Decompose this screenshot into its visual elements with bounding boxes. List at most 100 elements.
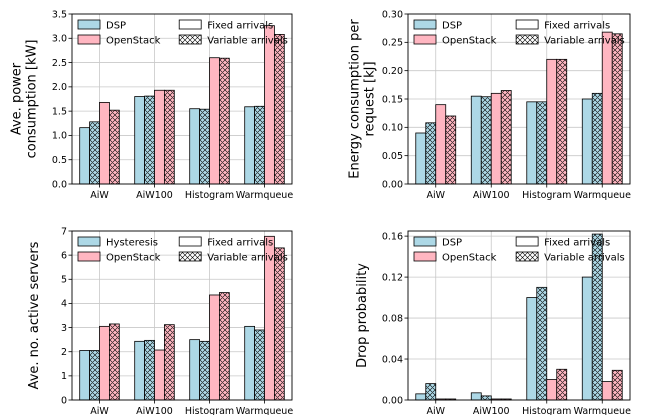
bar-hatch: [592, 93, 603, 184]
x-tick-label: Warmqueue: [574, 406, 632, 415]
y-tick-label: 0.16: [382, 231, 403, 242]
bar: [581, 98, 593, 185]
y-tick-label: 0.30: [382, 9, 403, 20]
bar: [490, 92, 502, 185]
y-tick-label: 5: [61, 275, 67, 286]
y-tick-label: 4: [61, 299, 67, 310]
legend: Hysteresis OpenStack Fixed arrivals Variabl…: [77, 236, 288, 264]
bar-hatch: [274, 247, 285, 400]
x-tick-label: AiW: [90, 190, 109, 201]
bar-hatch: [592, 234, 603, 400]
y-tick-label: 0.10: [382, 123, 403, 134]
bar-hatch: [425, 383, 436, 400]
legend-label: DSP: [442, 21, 462, 32]
legend-label: Fixed arrivals: [207, 21, 273, 32]
legend-label: OpenStack: [442, 253, 497, 264]
bar-hatch: [89, 350, 100, 400]
x-tick-label: AiW100: [473, 406, 510, 415]
plot-frame: [71, 230, 293, 401]
legend-swatch: [413, 19, 437, 30]
y-tick-label: 1.0: [52, 131, 67, 142]
y-tick-label: 2: [61, 347, 67, 358]
legend-label: Variable arrivals: [207, 36, 288, 47]
x-tick-label: AiW100: [136, 190, 173, 201]
chart-panel-4: 0.00 0.04 0.08 0.12 0.16 AiW AiW100 Histogram Wa…: [355, 230, 632, 415]
y-tick-label: 7: [61, 226, 67, 237]
bar-hatch: [109, 110, 120, 184]
y-axis-label: Ave. powerconsumption [kW]: [10, 40, 40, 159]
bar: [435, 104, 447, 185]
bar: [154, 349, 165, 401]
bar-hatch: [254, 329, 265, 400]
bar-hatch: [501, 398, 512, 400]
y-tick-label: 0.04: [382, 354, 403, 365]
bar: [134, 340, 145, 401]
y-tick-label: 0.00: [382, 395, 403, 406]
y-tick-label: 0.05: [382, 151, 403, 162]
chart-panel-2: 0.00 0.05 0.10 0.15 0.20 0.25 0.30 AiW AiW100 His…: [348, 9, 632, 201]
bar-hatch: [556, 369, 567, 400]
bar-hatch: [219, 292, 230, 400]
y-tick-label: 2.5: [52, 58, 67, 69]
x-tick-label: AiW100: [136, 406, 173, 415]
y-axis-label: Energy consumption perrequest [kJ]: [348, 19, 378, 179]
legend-swatch: [77, 19, 101, 30]
plot-frame: [71, 13, 293, 185]
bar: [209, 294, 220, 401]
bar-hatch: [164, 324, 175, 400]
bar: [546, 58, 558, 185]
bar: [470, 95, 482, 185]
bar: [79, 350, 90, 401]
x-tick-label: Warmqueue: [574, 190, 632, 201]
bar-hatch: [89, 121, 100, 184]
y-tick-label: 0.08: [382, 313, 403, 324]
y-axis-label: Drop probability: [355, 263, 370, 368]
bar: [601, 381, 613, 401]
legend: DSP OpenStack Fixed arrivals Variable arriv…: [413, 19, 625, 47]
bar-hatch: [481, 96, 492, 184]
x-tick-label: AiW: [426, 190, 445, 201]
y-tick-label: 1.5: [52, 106, 67, 117]
legend-swatch: [77, 251, 101, 262]
x-tick-label: Histogram: [185, 406, 234, 415]
legend-label: Variable arrivals: [544, 253, 625, 264]
legend-swatch: [178, 19, 202, 30]
y-tick-label: 1: [61, 371, 67, 382]
bar: [189, 339, 200, 401]
x-tick-label: Warmqueue: [236, 406, 294, 415]
bar-hatch: [199, 109, 210, 184]
y-tick-label: 0: [61, 395, 67, 406]
legend-label: OpenStack: [106, 36, 161, 47]
y-tick-label: 0.0: [52, 179, 67, 190]
legend-label: Hysteresis: [106, 238, 158, 249]
y-tick-label: 0.20: [382, 66, 403, 77]
bar: [526, 101, 538, 185]
bar-hatch: [612, 33, 623, 185]
bar: [99, 102, 110, 185]
legend-swatch: [77, 236, 101, 247]
x-tick-label: AiW100: [473, 190, 510, 201]
bar: [470, 392, 482, 401]
bar-hatch: [445, 398, 456, 400]
chart-panel-1: 0.0 0.5 1.0 1.5 2.0 2.5 3.0 3.5 AiW AiW100 Histogr…: [10, 9, 294, 201]
bar-hatch: [481, 395, 492, 400]
bar-hatch: [274, 34, 285, 185]
bar-hatch: [219, 58, 230, 185]
bar: [99, 325, 110, 401]
bar-hatch: [199, 341, 210, 400]
legend-swatch: [413, 34, 437, 45]
bar-hatch: [501, 90, 512, 184]
legend-label: Fixed arrivals: [544, 21, 610, 32]
y-tick-label: 3.0: [52, 34, 67, 45]
y-tick-label: 0.00: [382, 179, 403, 190]
bar-hatch: [254, 106, 265, 184]
legend-label: Fixed arrivals: [544, 238, 610, 249]
legend: DSP OpenStack Fixed arrivals Variable arriv…: [77, 19, 288, 47]
bar: [581, 276, 593, 401]
bar: [189, 108, 200, 185]
y-tick-label: 6: [61, 250, 67, 261]
chart-panel-3: 0 1 2 3 4 5 6 7 AiW AiW100 Histogram Warmqueue Ave. …: [27, 226, 293, 415]
bar: [209, 57, 220, 185]
bar-hatch: [445, 116, 456, 184]
